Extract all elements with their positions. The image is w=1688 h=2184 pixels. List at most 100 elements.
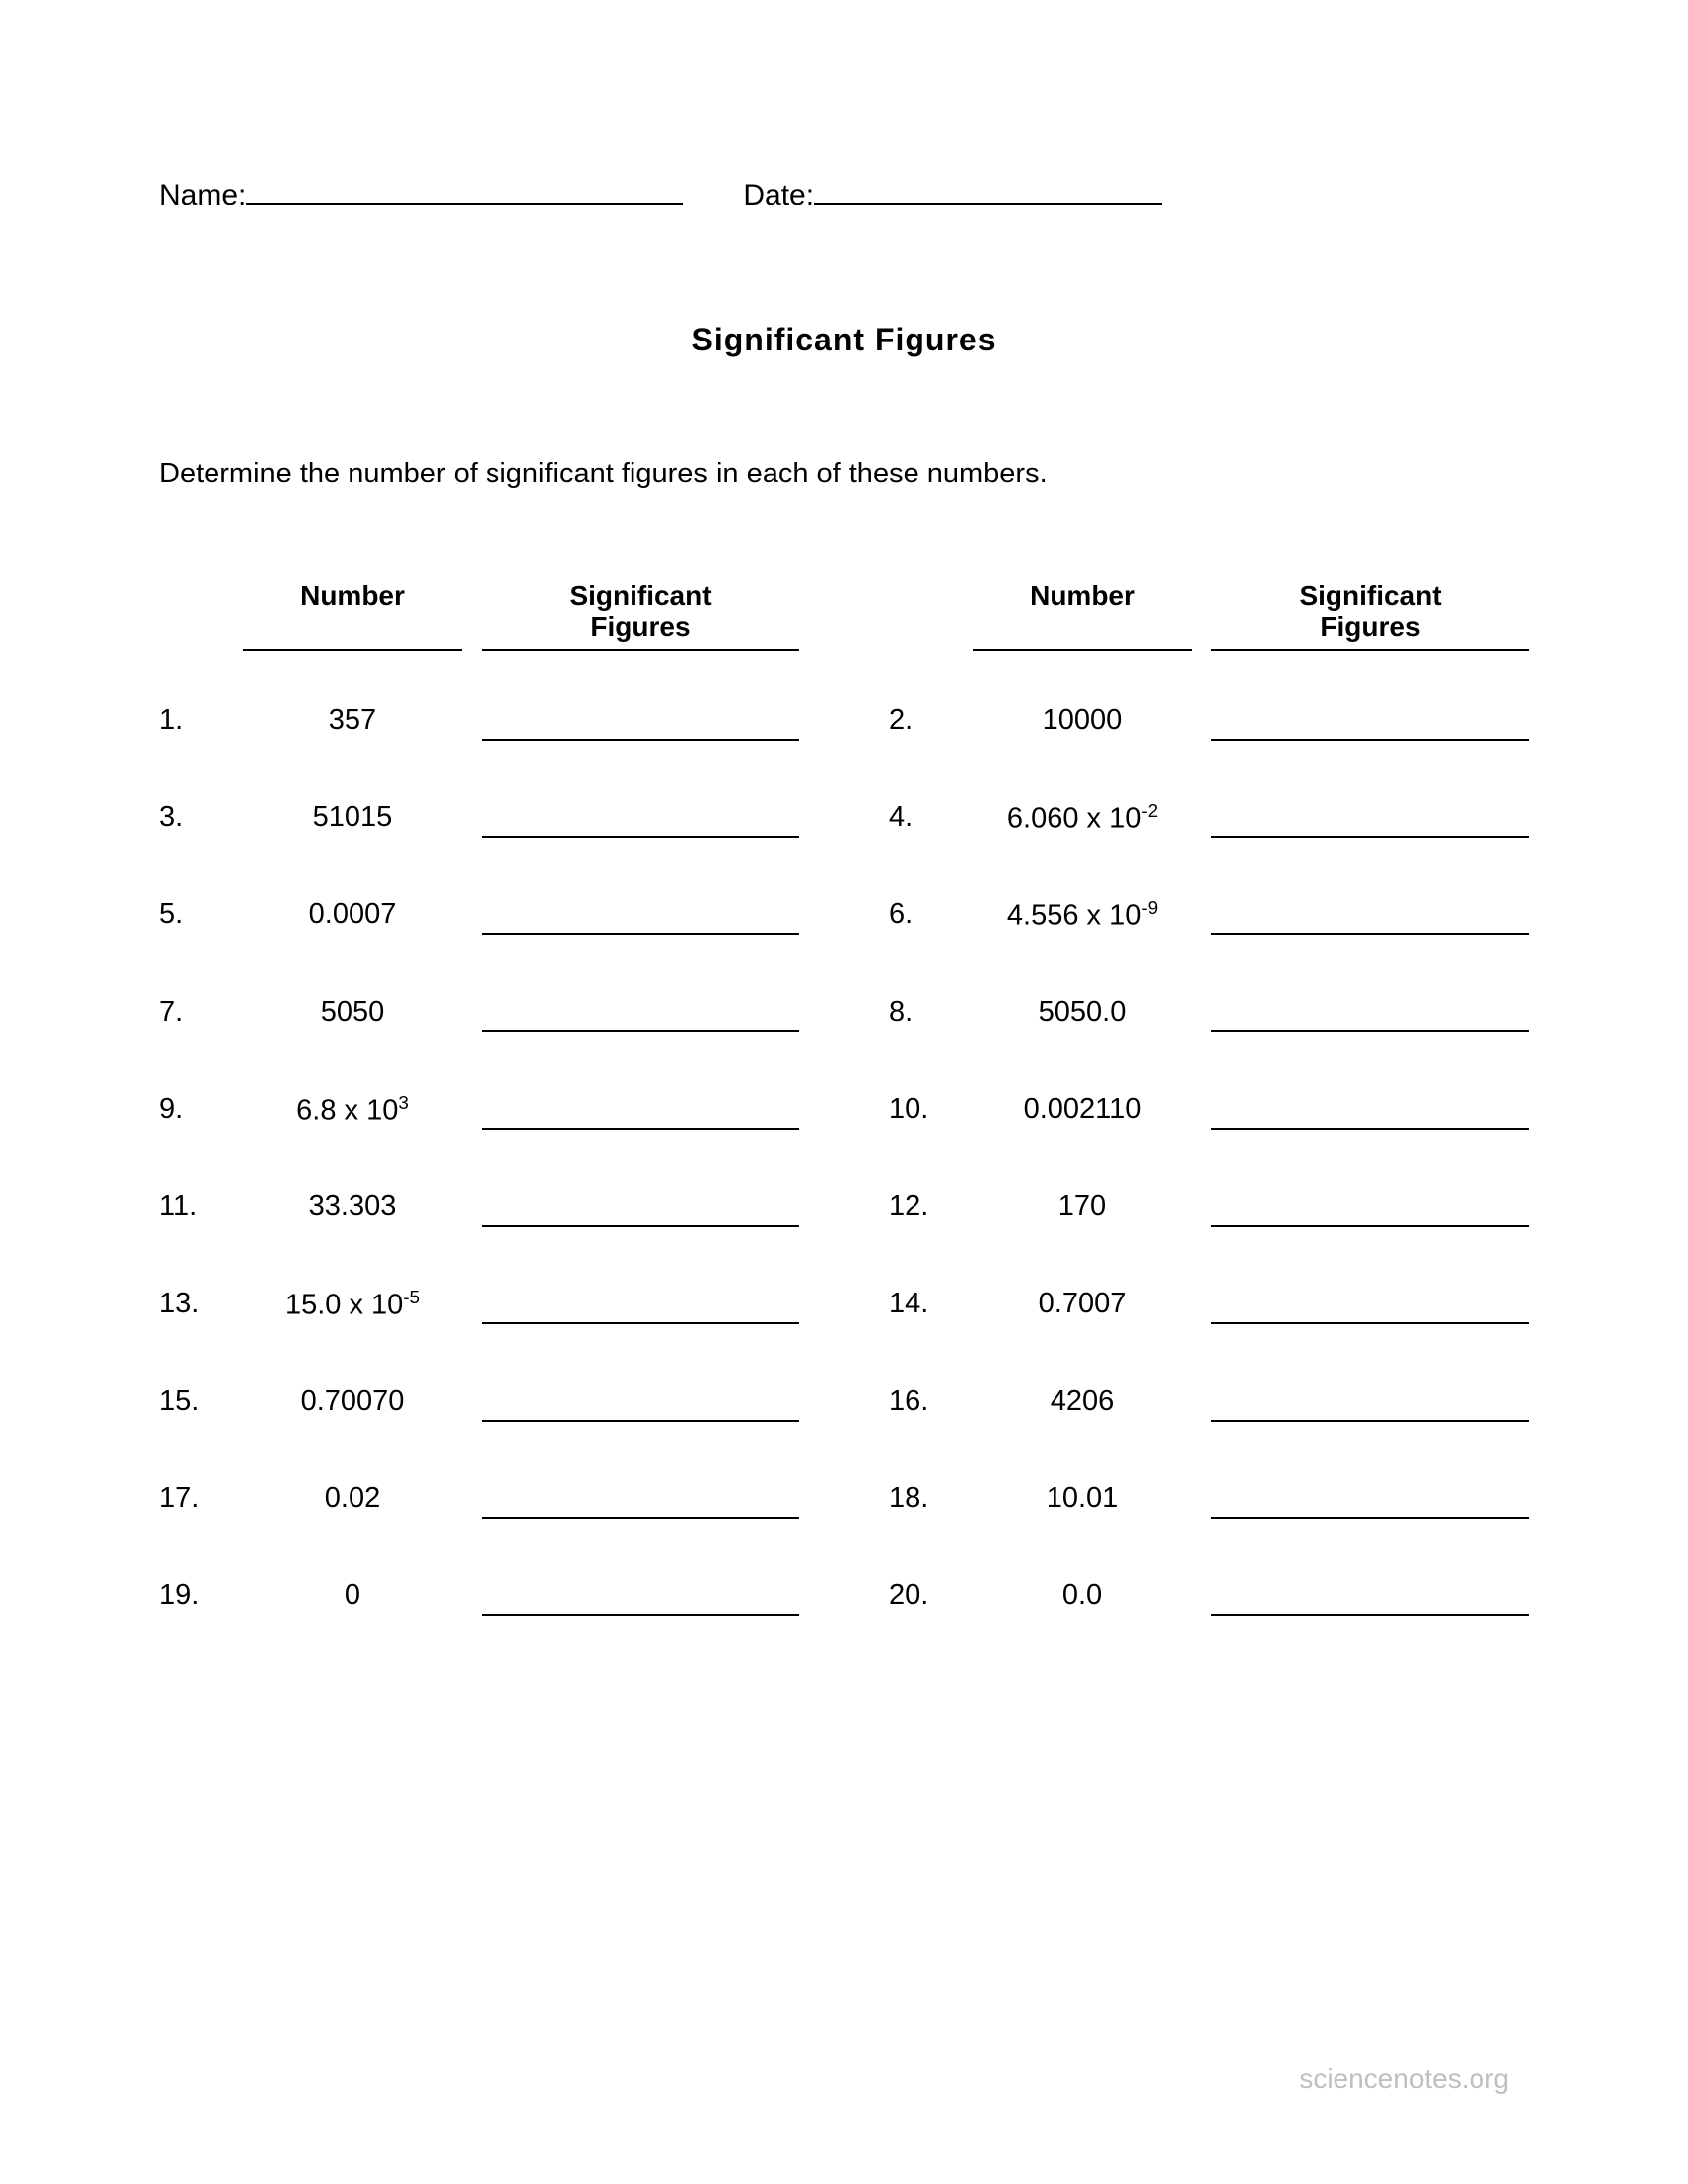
problem-row: 11.33.303: [159, 1158, 799, 1255]
answer-line[interactable]: [1211, 788, 1529, 838]
answer-cell: [1211, 1547, 1529, 1644]
problem-columns: Number Significant Figures 1.3573.510155…: [159, 580, 1529, 1644]
exponent: -5: [403, 1287, 420, 1307]
answer-line[interactable]: [482, 983, 799, 1032]
problem-value: 10000: [973, 704, 1192, 737]
answer-cell: [1211, 1449, 1529, 1547]
sigfig-header-line2: Figures: [1320, 612, 1420, 642]
problem-row: 19.0: [159, 1547, 799, 1644]
problem-row: 7.5050: [159, 963, 799, 1060]
date-label: Date:: [743, 179, 814, 212]
problem-row: 16.4206: [889, 1352, 1529, 1449]
date-field-group: Date:: [743, 179, 1162, 212]
answer-cell: [482, 1449, 799, 1547]
number-column-header: Number: [243, 580, 462, 651]
sigfig-header-line2: Figures: [590, 612, 690, 642]
answer-cell: [1211, 1352, 1529, 1449]
problem-number: 6.: [889, 898, 973, 931]
problem-value: 0.7007: [973, 1288, 1192, 1320]
problem-number: 2.: [889, 704, 973, 737]
problem-number: 8.: [889, 996, 973, 1028]
problem-row: 12.170: [889, 1158, 1529, 1255]
problem-number: 20.: [889, 1579, 973, 1612]
answer-cell: [482, 768, 799, 866]
answer-line[interactable]: [482, 1372, 799, 1422]
date-input-line[interactable]: [814, 181, 1162, 205]
problem-value: 0.02: [243, 1482, 462, 1515]
answer-line[interactable]: [482, 691, 799, 741]
problem-value: 5050.0: [973, 996, 1192, 1028]
problem-row: 15.0.70070: [159, 1352, 799, 1449]
problem-value: 4206: [973, 1385, 1192, 1418]
problem-number: 5.: [159, 898, 243, 931]
header-fields: Name: Date:: [159, 179, 1529, 212]
answer-line[interactable]: [1211, 983, 1529, 1032]
problem-value: 10.01: [973, 1482, 1192, 1515]
problem-value: 0.70070: [243, 1385, 462, 1418]
problem-value: 6.060 x 10-2: [973, 800, 1192, 836]
footer-attribution: sciencenotes.org: [1299, 2063, 1509, 2095]
answer-line[interactable]: [482, 788, 799, 838]
right-rows-container: 2.100004.6.060 x 10-26.4.556 x 10-98.505…: [889, 671, 1529, 1644]
problem-number: 17.: [159, 1482, 243, 1515]
exponent: -9: [1141, 897, 1158, 918]
answer-line[interactable]: [1211, 1372, 1529, 1422]
problem-number: 16.: [889, 1385, 973, 1418]
problem-number: 12.: [889, 1190, 973, 1223]
problem-number: 10.: [889, 1093, 973, 1126]
answer-line[interactable]: [1211, 691, 1529, 741]
problem-number: 14.: [889, 1288, 973, 1320]
answer-line[interactable]: [482, 1567, 799, 1616]
problem-row: 6.4.556 x 10-9: [889, 866, 1529, 963]
worksheet-page: Name: Date: Significant Figures Determin…: [0, 0, 1688, 1644]
problem-number: 19.: [159, 1579, 243, 1612]
left-column-header: Number Significant Figures: [159, 580, 799, 651]
name-input-line[interactable]: [246, 181, 683, 205]
answer-line[interactable]: [1211, 1177, 1529, 1227]
answer-cell: [1211, 1158, 1529, 1255]
answer-line[interactable]: [482, 1275, 799, 1324]
name-field-group: Name:: [159, 179, 683, 212]
problem-value: 33.303: [243, 1190, 462, 1223]
answer-cell: [1211, 768, 1529, 866]
answer-cell: [482, 1158, 799, 1255]
problem-value: 357: [243, 704, 462, 737]
answer-cell: [1211, 671, 1529, 768]
problem-value: 170: [973, 1190, 1192, 1223]
answer-cell: [1211, 963, 1529, 1060]
answer-cell: [482, 1352, 799, 1449]
problem-number: 9.: [159, 1093, 243, 1126]
right-column-header: Number Significant Figures: [889, 580, 1529, 651]
answer-cell: [482, 1060, 799, 1158]
number-column-header: Number: [973, 580, 1192, 651]
sigfig-column-header: Significant Figures: [1211, 580, 1529, 651]
problem-row: 17.0.02: [159, 1449, 799, 1547]
answer-line[interactable]: [482, 886, 799, 935]
answer-line[interactable]: [482, 1080, 799, 1130]
problem-value: 5050: [243, 996, 462, 1028]
problem-row: 10.0.002110: [889, 1060, 1529, 1158]
problem-value: 0.0007: [243, 898, 462, 931]
answer-line[interactable]: [1211, 1567, 1529, 1616]
answer-line[interactable]: [1211, 1469, 1529, 1519]
problem-number: 18.: [889, 1482, 973, 1515]
answer-line[interactable]: [1211, 1275, 1529, 1324]
problem-row: 2.10000: [889, 671, 1529, 768]
problem-row: 4.6.060 x 10-2: [889, 768, 1529, 866]
problem-number: 4.: [889, 801, 973, 834]
problem-row: 20.0.0: [889, 1547, 1529, 1644]
header-spacer: [889, 580, 973, 651]
answer-cell: [482, 963, 799, 1060]
problem-row: 5.0.0007: [159, 866, 799, 963]
answer-cell: [1211, 1060, 1529, 1158]
answer-line[interactable]: [482, 1469, 799, 1519]
problem-row: 13.15.0 x 10-5: [159, 1255, 799, 1352]
problem-row: 8.5050.0: [889, 963, 1529, 1060]
answer-cell: [482, 1547, 799, 1644]
name-label: Name:: [159, 179, 246, 212]
answer-cell: [1211, 866, 1529, 963]
answer-cell: [482, 1255, 799, 1352]
answer-line[interactable]: [1211, 1080, 1529, 1130]
answer-line[interactable]: [482, 1177, 799, 1227]
answer-line[interactable]: [1211, 886, 1529, 935]
